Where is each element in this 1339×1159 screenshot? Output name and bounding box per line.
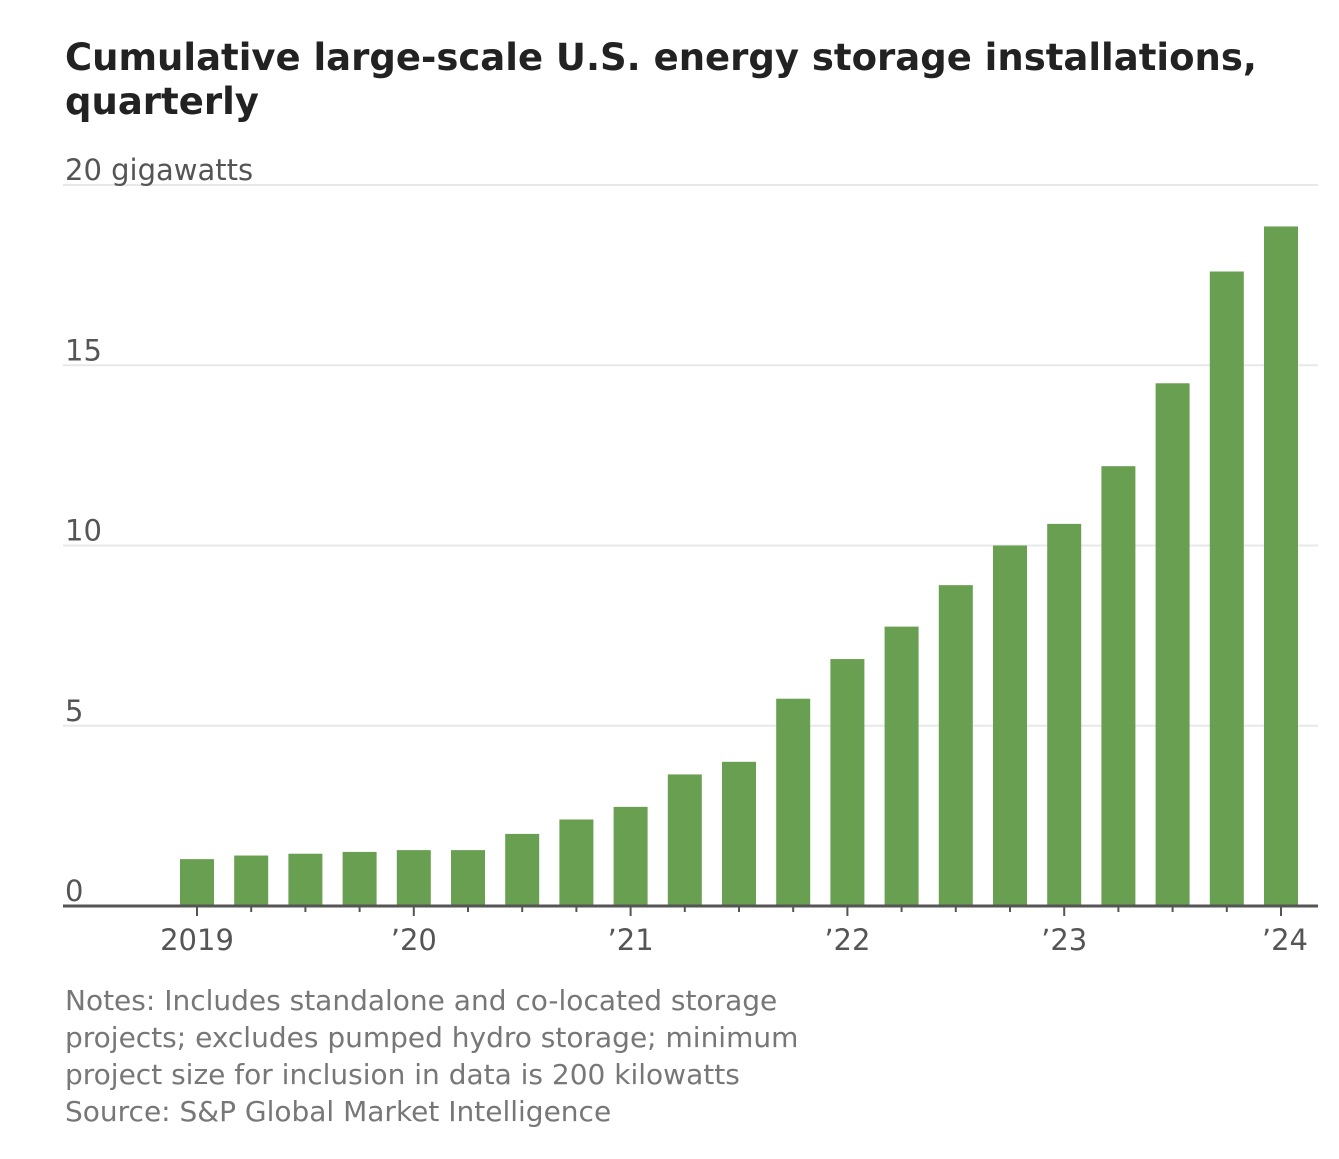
bar-chart: 0 5 10 15 20 gigawatts 2019 ’20 ’21 ’22 ’23 ’24 bbox=[63, 153, 1318, 957]
x-axis-labels: 2019 ’20 ’21 ’22 ’23 ’24 bbox=[160, 923, 1308, 957]
bar-2021-q3 bbox=[722, 761, 756, 906]
bar-2024-q1 bbox=[1264, 226, 1298, 906]
bars bbox=[180, 226, 1298, 906]
x-tick-label-0: 2019 bbox=[160, 923, 234, 957]
bar-2022-q2 bbox=[884, 626, 919, 906]
source-line: Source: S&P Global Market Intelligence bbox=[65, 1095, 612, 1128]
x-axis-ticks bbox=[196, 906, 1282, 916]
bar-2020-q3 bbox=[505, 833, 540, 906]
bar-2019-q1 bbox=[180, 859, 214, 906]
bar-2019-q2 bbox=[234, 855, 269, 906]
chart-title: Cumulative large-scale U.S. energy stora… bbox=[65, 36, 1257, 123]
notes-line-2: projects; excludes pumped hydro storage;… bbox=[65, 1021, 799, 1054]
notes-line-3: project size for inclusion in data is 20… bbox=[65, 1058, 740, 1091]
x-tick-label-3: ’22 bbox=[824, 923, 870, 957]
x-tick-label-5: ’24 bbox=[1262, 923, 1308, 957]
y-tick-label-0: 0 bbox=[65, 874, 83, 908]
bar-2022-q3 bbox=[938, 585, 973, 906]
x-tick-label-2: ’21 bbox=[608, 923, 654, 957]
bar-2019-q3 bbox=[288, 853, 323, 906]
bar-2023-q3 bbox=[1155, 383, 1190, 906]
bar-2021-q4 bbox=[776, 698, 811, 906]
y-tick-label-15: 15 bbox=[65, 333, 102, 367]
bar-2023-q4 bbox=[1209, 271, 1244, 906]
bar-2019-q4 bbox=[342, 851, 377, 906]
notes: Notes: Includes standalone and co-locate… bbox=[65, 982, 1315, 1130]
bar-2022-q1 bbox=[830, 659, 865, 906]
x-tick-label-4: ’23 bbox=[1041, 923, 1087, 957]
y-tick-label-10: 10 bbox=[65, 514, 102, 548]
x-tick-label-1: ’20 bbox=[391, 923, 437, 957]
bar-2020-q4 bbox=[559, 819, 594, 906]
notes-line-1: Notes: Includes standalone and co-locate… bbox=[65, 984, 778, 1017]
y-axis-labels: 0 5 10 15 20 gigawatts bbox=[65, 153, 253, 908]
bar-2021-q2 bbox=[667, 774, 702, 906]
bar-2020-q2 bbox=[451, 850, 485, 906]
bar-2020-q1 bbox=[396, 850, 431, 906]
y-tick-label-5: 5 bbox=[65, 694, 83, 728]
bar-2023-q1 bbox=[1047, 523, 1082, 906]
bar-2022-q4 bbox=[993, 545, 1027, 906]
bar-2023-q2 bbox=[1101, 466, 1136, 906]
y-axis-title: 20 gigawatts bbox=[65, 153, 253, 187]
bar-2021-q1 bbox=[613, 806, 648, 906]
